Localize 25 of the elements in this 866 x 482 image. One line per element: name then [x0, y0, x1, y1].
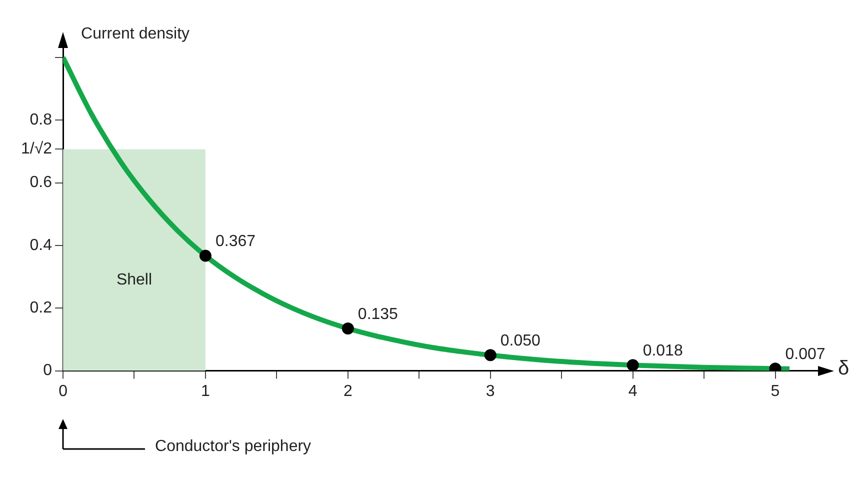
y-tick-label: 1/√2	[20, 140, 52, 158]
data-label: 0.367	[215, 233, 256, 250]
x-tick-label: 0	[58, 382, 68, 400]
x-tick-label: 2	[343, 382, 352, 400]
point	[342, 322, 354, 334]
text: Conductor's periphery	[155, 438, 312, 456]
data-label: 0.018	[642, 342, 683, 360]
y-tick-label: 0.8	[30, 111, 52, 128]
y-tick-label: 0.6	[30, 174, 52, 192]
y-axis-title: Current density	[81, 25, 190, 42]
x-tick-label: 1	[201, 382, 210, 400]
data-label: 0.050	[500, 332, 541, 350]
y-tick-label: 0.2	[30, 300, 52, 317]
y-tick-label: 0	[43, 362, 52, 380]
point	[626, 359, 639, 371]
x-axis-title: δ	[838, 357, 850, 380]
series-label: Shell	[116, 271, 152, 288]
x-tick-label: 5	[770, 382, 780, 400]
data-label: 0.135	[358, 306, 398, 323]
point	[484, 349, 496, 362]
x-tick-label: 4	[628, 382, 638, 400]
point	[199, 250, 212, 262]
y-tick-label: 0.4	[30, 236, 52, 254]
data-label: 0.007	[785, 346, 826, 364]
x-tick-label: 3	[486, 382, 495, 400]
